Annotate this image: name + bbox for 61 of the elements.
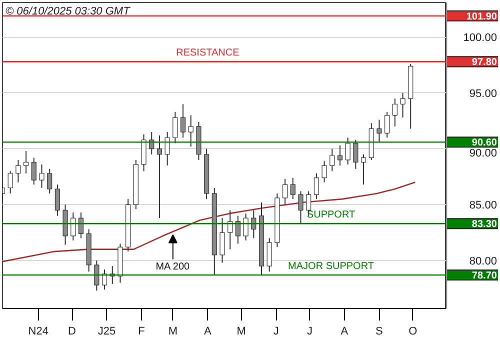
ref-line-label: 83.30 (472, 219, 498, 230)
y-tick-label: 100.00 (463, 32, 497, 44)
x-tick-label: M (236, 326, 246, 338)
annotation: MA 200 (156, 262, 190, 273)
candlestick (164, 132, 170, 166)
y-tick-label: 90.00 (469, 148, 497, 160)
candlestick (156, 134, 162, 219)
x-tick-label: A (340, 326, 349, 338)
ref-line-label: 78.70 (472, 270, 498, 282)
candlestick (392, 98, 398, 127)
candlestick (330, 148, 335, 172)
candlestick (94, 260, 100, 292)
candlestick (31, 157, 36, 186)
x-tick-label: M (168, 326, 178, 338)
candlestick (243, 213, 248, 241)
x-tick-label: D (68, 326, 76, 338)
candlestick (314, 172, 319, 200)
chart-title: © 06/10/2025 03:30 GMT (6, 6, 132, 18)
y-tick-label: 85.00 (469, 200, 497, 212)
candlestick (220, 218, 225, 264)
candlestick (282, 178, 288, 206)
candlestick (322, 160, 327, 183)
x-tick-label: O (408, 326, 418, 338)
candlestick (337, 144, 343, 166)
candlestick (188, 114, 194, 148)
x-tick-label: A (204, 326, 212, 338)
candlestick (266, 238, 272, 272)
candlestick (345, 137, 350, 165)
candlestick (16, 159, 21, 183)
candlestick (8, 170, 13, 194)
x-tick-label: J (273, 326, 279, 338)
y-tick-label: 95.00 (469, 88, 497, 100)
candlestick (54, 184, 60, 216)
candlestick (70, 212, 76, 241)
candlestick (400, 92, 406, 118)
x-tick-label: J (306, 326, 312, 338)
x-tick-label: J25 (98, 326, 116, 338)
annotation: RESISTANCE (176, 48, 240, 59)
annotation: SUPPORT (306, 210, 356, 221)
ref-line-label: 97.80 (472, 57, 498, 68)
candlestick (102, 268, 108, 290)
candlestick (353, 139, 358, 170)
candlestick (78, 212, 84, 239)
candlestick (39, 164, 44, 188)
candlestick (298, 190, 304, 224)
ref-line-label: 90.60 (472, 138, 498, 149)
candlestick (172, 111, 178, 144)
candlestick (47, 168, 52, 194)
y-tick-label: 80.00 (469, 255, 497, 268)
candlestick (290, 177, 296, 200)
annotation: MAJOR SUPPORT (288, 260, 374, 272)
candlestick (384, 111, 390, 138)
candlestick (360, 154, 366, 186)
x-tick-label: N24 (28, 326, 48, 338)
x-tick-label: S (376, 326, 383, 338)
candlestick (180, 104, 186, 138)
candlestick (376, 119, 382, 143)
ref-line-label: 101.90 (466, 11, 498, 22)
candlestick (24, 150, 29, 174)
line-series (2, 182, 416, 262)
x-tick-label: F (138, 326, 146, 338)
